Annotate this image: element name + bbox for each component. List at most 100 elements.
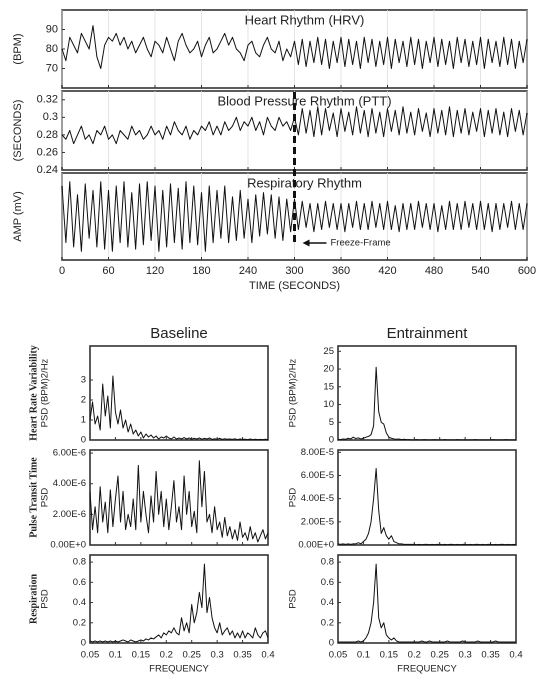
x-tick-label: 480 — [425, 265, 443, 277]
y-axis-label: PSD — [40, 589, 51, 609]
y-tick-label: 3 — [81, 375, 86, 386]
x-tick-label: 60 — [102, 265, 114, 277]
y-tick-label: 2.00E-5 — [301, 516, 334, 527]
x-tick-label: 0.25 — [182, 650, 201, 661]
column-title: Entrainment — [387, 325, 469, 342]
trace — [61, 25, 528, 69]
x-tick-label: 180 — [192, 265, 210, 277]
y-tick-label: 0 — [329, 638, 334, 649]
y-tick-label: 2.00E-6 — [53, 509, 86, 520]
y-tick-label: 0.6 — [321, 577, 334, 588]
x-axis-label: FREQUENCY — [397, 664, 457, 675]
y-tick-label: 4.00E-6 — [53, 478, 86, 489]
y-tick-label: 15 — [323, 381, 334, 392]
y-tick-label: 6.00E-6 — [53, 448, 86, 459]
x-tick-label: 540 — [471, 265, 489, 277]
arrow-head — [302, 239, 310, 247]
x-tick-label: 240 — [239, 265, 257, 277]
y-tick-label: 0.8 — [73, 557, 86, 568]
y-tick-label: 1 — [81, 415, 86, 426]
y-tick-label: 0.2 — [321, 617, 334, 628]
x-tick-label: 0.1 — [357, 650, 370, 661]
y-tick-label: 0.6 — [73, 577, 86, 588]
y-tick-label: 0.26 — [37, 146, 58, 158]
y-tick-label: 0.8 — [321, 557, 334, 568]
panel-title: Blood Pressure Rhythm (PTT) — [217, 93, 391, 108]
y-tick-label: 0.32 — [37, 94, 58, 106]
x-tick-label: 420 — [378, 265, 396, 277]
x-tick-label: 0.05 — [81, 650, 100, 661]
x-tick-label: 0.25 — [430, 650, 449, 661]
x-axis-label: FREQUENCY — [149, 664, 209, 675]
x-tick-label: 300 — [285, 265, 303, 277]
x-tick-label: 600 — [518, 265, 536, 277]
y-tick-label: 0 — [81, 435, 86, 446]
trace — [61, 181, 528, 252]
y-tick-label: 10 — [323, 399, 334, 410]
x-tick-label: 0.15 — [132, 650, 151, 661]
panel-frame — [89, 554, 269, 644]
row-label: Heart Rate Variability — [28, 345, 39, 441]
y-axis-label: PSD — [288, 589, 299, 609]
annotation: Freeze-Frame — [331, 238, 391, 249]
y-tick-label: 0.3 — [43, 111, 58, 123]
trace — [89, 375, 269, 441]
x-tick-label: 360 — [332, 265, 350, 277]
trace — [337, 468, 517, 546]
y-tick-label: 5 — [329, 417, 334, 428]
y-tick-label: 0.24 — [37, 164, 58, 176]
y-tick-label: 90 — [46, 23, 58, 35]
panel-frame — [337, 345, 517, 441]
y-tick-label: 0.4 — [321, 597, 334, 608]
y-axis-label: (BPM) — [12, 33, 24, 64]
trace — [338, 563, 516, 643]
x-axis-label: TIME (SECONDS) — [249, 280, 340, 292]
y-tick-label: 2 — [81, 395, 86, 406]
y-axis-label: PSD (BPM)2/Hz — [40, 358, 51, 427]
y-tick-label: 6.00E-5 — [301, 470, 334, 481]
y-tick-label: 0.2 — [73, 617, 86, 628]
x-tick-label: 120 — [146, 265, 164, 277]
x-tick-label: 0.35 — [481, 650, 500, 661]
panel-frame — [337, 554, 517, 644]
x-tick-label: 0.35 — [233, 650, 252, 661]
panel-title: Respiratory Rhythm — [247, 175, 362, 190]
y-tick-label: 8.00E-5 — [301, 447, 334, 458]
row-label: Respiration — [28, 574, 39, 624]
y-tick-label: 80 — [46, 43, 58, 55]
y-tick-label: 4.00E-5 — [301, 493, 334, 504]
row-label: Pulse Transit Time — [28, 457, 39, 538]
y-tick-label: 0.00E+0 — [298, 540, 334, 551]
panel-frame — [337, 449, 517, 546]
y-axis-label: AMP (mV) — [12, 191, 24, 242]
y-axis-label: (SECONDS) — [12, 100, 24, 162]
x-tick-label: 0.2 — [160, 650, 173, 661]
y-tick-label: 25 — [323, 346, 334, 357]
column-title: Baseline — [150, 325, 208, 342]
y-tick-label: 0.28 — [37, 129, 58, 141]
y-tick-label: 0 — [329, 435, 334, 446]
x-tick-label: 0.2 — [408, 650, 421, 661]
x-tick-label: 0.3 — [211, 650, 224, 661]
x-tick-label: 0.4 — [509, 650, 522, 661]
y-tick-label: 70 — [46, 62, 58, 74]
x-tick-label: 0.1 — [109, 650, 122, 661]
y-axis-label: PSD (BPM)2/Hz — [288, 358, 299, 427]
y-tick-label: 0 — [81, 638, 86, 649]
panel-title: Heart Rhythm (HRV) — [245, 12, 365, 27]
trace — [337, 366, 516, 441]
x-tick-label: 0.05 — [329, 650, 348, 661]
x-tick-label: 0.4 — [261, 650, 274, 661]
y-axis-label: PSD — [40, 488, 51, 508]
x-tick-label: 0.15 — [380, 650, 399, 661]
y-tick-label: 20 — [323, 364, 334, 375]
panel-frame — [89, 345, 269, 441]
y-axis-label: PSD — [288, 488, 299, 508]
panel-frame — [89, 449, 269, 546]
x-tick-label: 0.3 — [459, 650, 472, 661]
trace — [89, 563, 269, 643]
y-tick-label: 0.4 — [73, 597, 86, 608]
x-tick-label: 0 — [59, 265, 65, 277]
